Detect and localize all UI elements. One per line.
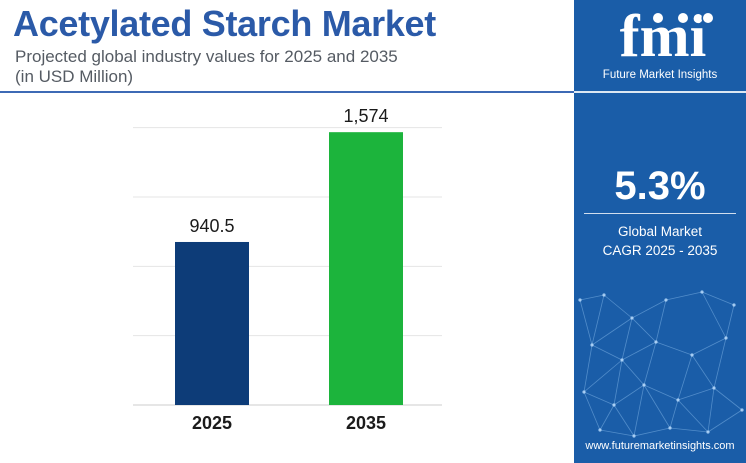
cagr-label-line-2: CAGR 2025 - 2035 <box>602 243 718 258</box>
x-tick-label-2025: 2025 <box>192 413 232 433</box>
subtitle-line-1: Projected global industry values for 202… <box>15 47 398 66</box>
fmi-logo: fmi <box>620 6 715 64</box>
network-pattern-graphic <box>578 290 744 438</box>
chart-title: Acetylated Starch Market <box>13 3 436 44</box>
header-divider <box>0 91 574 93</box>
website-link[interactable]: www.futuremarketinsights.com <box>585 440 735 452</box>
cagr-value: 5.3% <box>614 164 706 208</box>
sidebar-panel: fmi Future Market Insights 5.3% Global M… <box>574 0 746 463</box>
sidebar-divider <box>574 91 746 93</box>
chart-subtitle: Projected global industry values for 202… <box>15 47 398 87</box>
cagr-divider <box>584 213 736 214</box>
bar-chart: 940.5 2025 1,574 2035 <box>0 93 574 463</box>
x-tick-label-2035: 2035 <box>346 413 386 433</box>
bar-2025 <box>175 241 249 405</box>
subtitle-line-2: (in USD Million) <box>15 67 134 86</box>
chart-header: Acetylated Starch Market Projected globa… <box>0 0 574 93</box>
network-lines <box>578 290 744 438</box>
cagr-label-line-1: Global Market <box>617 224 703 239</box>
data-label-2035: 1,574 <box>343 106 388 126</box>
cagr-label: Global Market CAGR 2025 - 2035 <box>574 222 746 260</box>
bar-2035 <box>329 132 403 405</box>
logo-caption: Future Market Insights <box>602 69 718 81</box>
logo-icons <box>651 11 715 25</box>
bar-chart-svg: 940.5 2025 1,574 2035 <box>133 106 442 433</box>
data-label-2025: 940.5 <box>189 216 234 236</box>
